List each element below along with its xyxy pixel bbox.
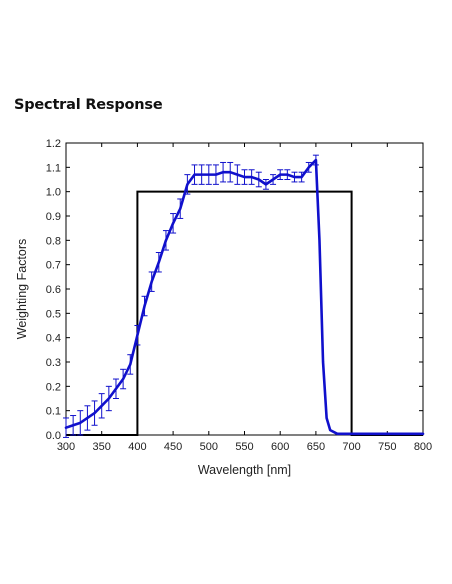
measured-response-line	[64, 158, 425, 436]
x-tick-label: 650	[307, 441, 325, 453]
x-tick-label: 750	[378, 441, 396, 453]
x-tick-label: 300	[57, 441, 75, 453]
x-axis-title: Wavelength [nm]	[198, 463, 291, 477]
plot-frame	[65, 142, 424, 436]
y-tick-label: 0.8	[46, 235, 61, 247]
x-tick-label: 350	[93, 441, 111, 453]
x-tick-label: 700	[342, 441, 360, 453]
x-tick-label: 550	[235, 441, 253, 453]
y-axis-title: Weighting Factors	[15, 239, 29, 340]
box-response-line	[66, 190, 423, 436]
x-axis: 300 350 400 450 500 550 600 650 700 750 800	[57, 143, 432, 453]
y-tick-label: 0.2	[46, 381, 61, 393]
x-tick-label: 450	[164, 441, 182, 453]
chart-heading: Spectral Response	[14, 97, 163, 113]
y-tick-label: 1.1	[46, 162, 61, 174]
x-tick-label: 600	[271, 441, 289, 453]
x-tick-label: 800	[414, 441, 432, 453]
y-axis: 0.0 0.1 0.2 0.3 0.4 0.5 0.6 0.7 0.8 0.9 1.0 1.1 1.2	[46, 138, 423, 442]
y-tick-label: 0.7	[46, 260, 61, 272]
box-response-series	[66, 190, 423, 436]
y-tick-label: 0.5	[46, 308, 61, 320]
measured-response-series	[63, 154, 425, 438]
y-tick-label: 0.4	[46, 333, 61, 345]
y-tick-label: 1.0	[46, 187, 61, 199]
y-tick-label: 0.1	[46, 406, 61, 418]
x-tick-label: 400	[128, 441, 146, 453]
y-tick-label: 1.2	[46, 138, 61, 150]
y-tick-label: 0.0	[46, 430, 61, 442]
y-tick-label: 0.9	[46, 211, 61, 223]
y-tick-label: 0.6	[46, 284, 61, 296]
x-tick-label: 500	[200, 441, 218, 453]
y-tick-label: 0.3	[46, 357, 61, 369]
